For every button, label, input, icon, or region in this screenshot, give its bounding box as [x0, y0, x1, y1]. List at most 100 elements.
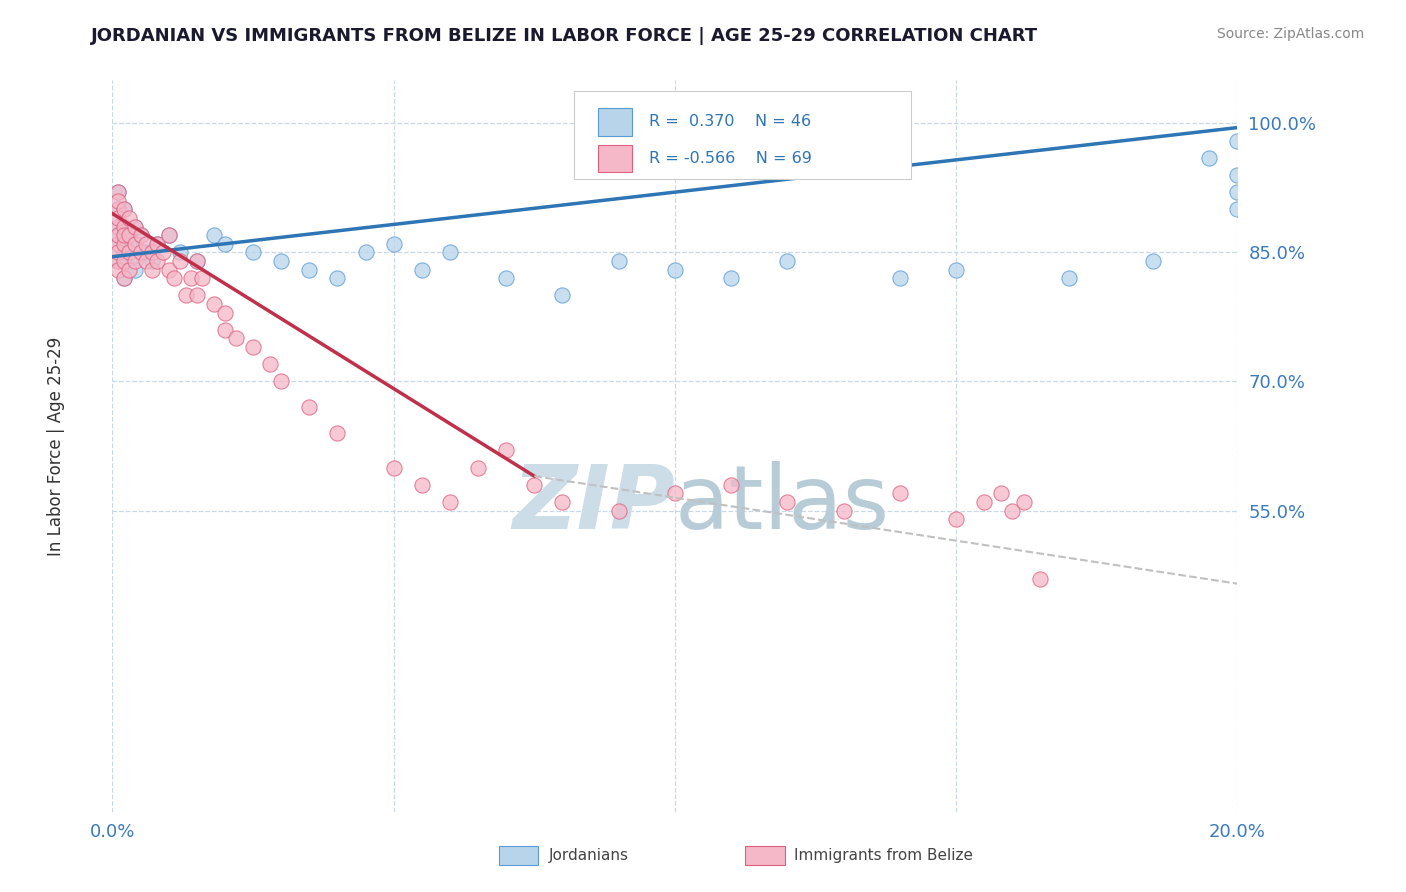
Point: [163, 271, 186, 285]
Point: [607, 254, 630, 268]
Point: [326, 426, 349, 441]
Point: [664, 486, 686, 500]
Point: [135, 236, 157, 251]
Point: [129, 228, 152, 243]
Point: [411, 262, 433, 277]
Point: [112, 202, 135, 217]
Point: [186, 254, 208, 268]
Point: [214, 236, 236, 251]
Point: [382, 460, 405, 475]
Point: [118, 254, 141, 268]
Point: [298, 262, 321, 277]
Point: [157, 228, 180, 243]
Point: [664, 262, 686, 277]
Point: [1001, 503, 1024, 517]
Point: [270, 375, 292, 389]
Point: [495, 271, 517, 285]
Point: [551, 288, 574, 302]
Point: [146, 236, 169, 251]
Point: [776, 495, 799, 509]
Point: [551, 495, 574, 509]
Point: [326, 271, 349, 285]
Point: [107, 228, 129, 243]
Point: [1198, 151, 1220, 165]
Point: [107, 236, 129, 251]
Point: [945, 262, 967, 277]
Point: [1226, 185, 1249, 199]
Point: [169, 245, 191, 260]
Point: [186, 254, 208, 268]
Point: [112, 202, 135, 217]
Text: In Labor Force | Age 25-29: In Labor Force | Age 25-29: [48, 336, 65, 556]
Point: [107, 185, 129, 199]
Point: [129, 245, 152, 260]
Point: [495, 443, 517, 458]
Text: Source: ZipAtlas.com: Source: ZipAtlas.com: [1216, 27, 1364, 41]
Point: [146, 254, 169, 268]
Point: [112, 219, 135, 234]
Point: [1226, 168, 1249, 182]
Text: Jordanians: Jordanians: [548, 848, 628, 863]
Point: [776, 254, 799, 268]
Point: [107, 194, 129, 208]
Point: [990, 486, 1012, 500]
Point: [107, 202, 129, 217]
Text: JORDANIAN VS IMMIGRANTS FROM BELIZE IN LABOR FORCE | AGE 25-29 CORRELATION CHART: JORDANIAN VS IMMIGRANTS FROM BELIZE IN L…: [91, 27, 1039, 45]
Point: [157, 262, 180, 277]
Point: [112, 254, 135, 268]
Point: [242, 340, 264, 354]
Point: [135, 245, 157, 260]
Point: [107, 211, 129, 225]
Point: [107, 254, 129, 268]
FancyBboxPatch shape: [599, 108, 633, 136]
Point: [118, 262, 141, 277]
Point: [298, 401, 321, 415]
Point: [202, 228, 225, 243]
Text: R =  0.370    N = 46: R = 0.370 N = 46: [650, 114, 811, 129]
Text: Immigrants from Belize: Immigrants from Belize: [794, 848, 973, 863]
Point: [124, 254, 146, 268]
Point: [118, 211, 141, 225]
Point: [107, 236, 129, 251]
Point: [174, 288, 197, 302]
Point: [467, 460, 489, 475]
Point: [411, 477, 433, 491]
Point: [259, 357, 281, 371]
Point: [439, 245, 461, 260]
Text: atlas: atlas: [675, 461, 890, 548]
Point: [1226, 202, 1249, 217]
Point: [124, 236, 146, 251]
Point: [523, 477, 546, 491]
Point: [607, 503, 630, 517]
Point: [112, 228, 135, 243]
Point: [112, 219, 135, 234]
Point: [1226, 134, 1249, 148]
Point: [112, 271, 135, 285]
Point: [354, 245, 377, 260]
Point: [135, 254, 157, 268]
FancyBboxPatch shape: [574, 91, 911, 179]
Point: [118, 245, 141, 260]
Point: [214, 323, 236, 337]
Point: [720, 477, 742, 491]
Point: [112, 271, 135, 285]
Point: [180, 271, 202, 285]
Point: [124, 219, 146, 234]
Point: [973, 495, 995, 509]
Point: [889, 486, 911, 500]
Point: [225, 331, 247, 345]
Point: [141, 262, 163, 277]
Point: [1012, 495, 1035, 509]
Point: [169, 254, 191, 268]
Point: [124, 219, 146, 234]
Point: [832, 503, 855, 517]
Point: [157, 228, 180, 243]
Point: [107, 228, 129, 243]
Point: [129, 228, 152, 243]
Point: [107, 262, 129, 277]
Point: [1029, 573, 1052, 587]
Point: [107, 219, 129, 234]
Text: R = -0.566    N = 69: R = -0.566 N = 69: [650, 151, 811, 166]
Point: [107, 254, 129, 268]
Point: [720, 271, 742, 285]
